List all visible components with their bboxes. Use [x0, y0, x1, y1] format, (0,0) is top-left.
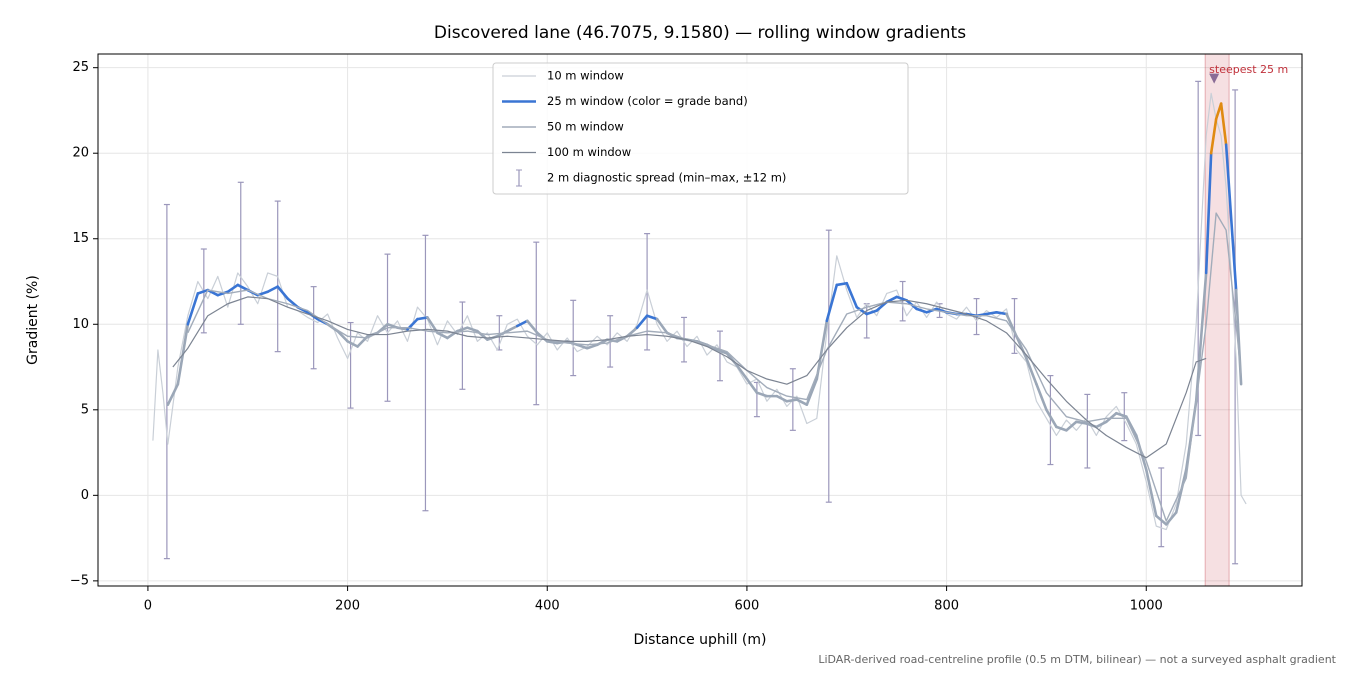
legend-label: 50 m window	[547, 120, 624, 134]
line-segment	[1115, 411, 1128, 418]
line-segment	[1065, 420, 1078, 432]
line-segment	[286, 297, 299, 309]
line-segment	[196, 288, 210, 295]
line-segment	[755, 391, 769, 398]
y-tick-label: 5	[81, 402, 89, 417]
line-segment	[895, 295, 908, 302]
line-segment	[885, 295, 898, 304]
x-tick-label: 1000	[1130, 599, 1163, 614]
line-segment	[416, 316, 429, 321]
line-segment	[545, 340, 559, 345]
line-segment	[1194, 271, 1208, 403]
legend-box	[492, 62, 909, 195]
x-tick-label: 400	[535, 599, 560, 614]
line-segment	[1124, 415, 1138, 437]
line-segment	[1055, 425, 1068, 432]
line-segment	[1224, 143, 1238, 292]
line-segment	[1174, 468, 1188, 514]
line-segment	[456, 326, 469, 333]
y-axis-label: Gradient (%)	[25, 275, 41, 365]
line-segment	[516, 319, 529, 328]
line-segment	[825, 283, 839, 323]
x-tick-label: 600	[735, 599, 760, 614]
line-segment	[1035, 382, 1048, 412]
line-segment	[575, 343, 589, 350]
line-segment	[735, 364, 749, 381]
line-segment	[745, 377, 759, 395]
line-segment	[855, 305, 869, 316]
line-segment	[865, 309, 879, 316]
line-segment	[216, 290, 230, 297]
line-segment	[236, 283, 250, 292]
line-segment	[585, 343, 599, 350]
line	[187, 212, 1242, 522]
line-segment	[166, 382, 180, 406]
legend-label: 100 m window	[547, 145, 631, 159]
line-segment	[506, 324, 519, 333]
line-segment	[795, 398, 809, 406]
y-tick-label: 20	[72, 146, 89, 161]
steepest-marker	[1209, 73, 1220, 84]
line-segment	[466, 326, 479, 333]
legend-label: 25 m window (color = grade band)	[547, 94, 748, 108]
plot-frame	[97, 53, 1303, 587]
line	[172, 296, 1207, 459]
legend-label: 10 m window	[547, 69, 624, 83]
line-segment	[276, 285, 289, 300]
y-tick-label: 25	[72, 60, 89, 75]
y-tick-label: 15	[72, 231, 89, 246]
line-segment	[985, 311, 998, 316]
line-segment	[915, 307, 928, 314]
x-tick-label: 200	[335, 599, 360, 614]
line-segment	[1209, 117, 1218, 155]
line-segment	[785, 398, 799, 403]
line-segment	[436, 331, 449, 340]
y-tick-label: 10	[72, 317, 89, 332]
line-segment	[775, 394, 789, 403]
x-tick-label: 0	[144, 599, 152, 614]
x-axis-label: Distance uphill (m)	[634, 632, 767, 648]
highlight-label: steepest 25 m	[1209, 63, 1288, 76]
x-tick-label: 800	[934, 599, 959, 614]
line-segment	[995, 311, 1008, 316]
line-segment	[226, 283, 240, 294]
y-tick-label: −5	[70, 573, 89, 588]
legend: 10 m window 25 m window (color = grade ba…	[492, 62, 909, 195]
line-segment	[635, 314, 649, 329]
line-segment	[1204, 151, 1213, 275]
line-segment	[845, 281, 859, 309]
line-segment	[1025, 357, 1038, 386]
line-segment	[1015, 334, 1028, 360]
line-segment	[1095, 420, 1108, 429]
line-segment	[1164, 511, 1178, 526]
line-segment	[336, 329, 349, 343]
line-segment	[625, 326, 639, 338]
line-segment	[925, 307, 938, 314]
line-segment	[266, 285, 280, 294]
chart-title: Discovered lane (46.7075, 9.1580) — roll…	[434, 23, 966, 43]
line-segment	[805, 377, 819, 406]
line-segment	[1134, 434, 1148, 471]
line-segment	[1144, 468, 1158, 518]
line-segment	[1045, 408, 1058, 429]
line-segment	[525, 319, 539, 335]
line-segment	[645, 314, 659, 321]
legend-label: 2 m diagnostic spread (min–max, ±12 m)	[547, 171, 786, 185]
line	[152, 92, 1247, 531]
line-segment	[1219, 102, 1228, 146]
line-segment	[725, 352, 739, 367]
line-segment	[1105, 411, 1118, 424]
line-segment	[1154, 514, 1168, 526]
line-segment	[186, 292, 200, 326]
line-segment	[835, 281, 849, 287]
line-segment	[715, 348, 729, 355]
line-segment	[346, 340, 359, 348]
line-segment	[655, 317, 669, 335]
y-tick-label: 0	[81, 488, 89, 503]
footnote: LiDAR-derived road-centreline profile (0…	[818, 653, 1336, 666]
line-segment	[875, 300, 888, 312]
line-segment	[1075, 420, 1088, 425]
